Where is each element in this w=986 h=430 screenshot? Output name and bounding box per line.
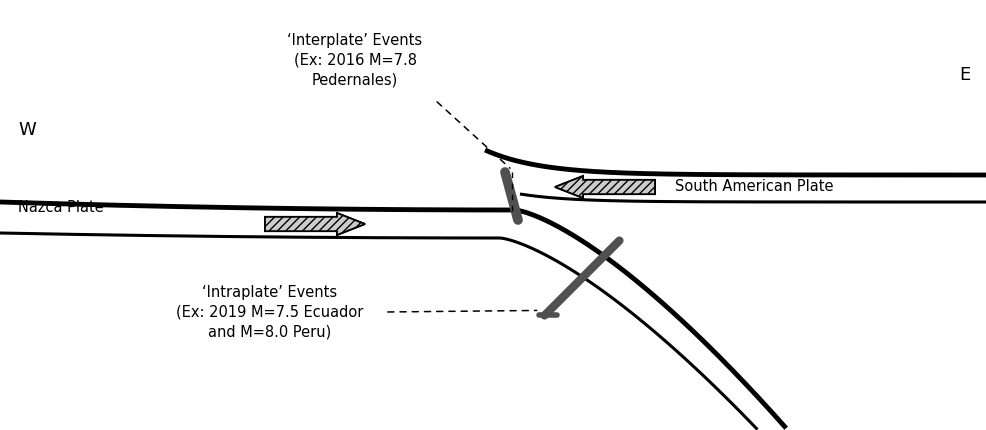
FancyArrow shape (555, 176, 655, 198)
Text: South American Plate: South American Plate (675, 179, 833, 194)
FancyArrow shape (265, 213, 365, 235)
Text: ‘Intraplate’ Events
(Ex: 2019 M=7.5 Ecuador
and M=8.0 Peru): ‘Intraplate’ Events (Ex: 2019 M=7.5 Ecua… (176, 285, 364, 339)
Text: E: E (958, 66, 970, 84)
FancyArrow shape (265, 213, 365, 235)
FancyArrow shape (555, 176, 655, 198)
Text: ‘Interplate’ Events
(Ex: 2016 M=7.8
Pedernales): ‘Interplate’ Events (Ex: 2016 M=7.8 Pede… (288, 33, 423, 87)
Text: Nazca Plate: Nazca Plate (18, 200, 104, 215)
Text: W: W (18, 121, 35, 139)
